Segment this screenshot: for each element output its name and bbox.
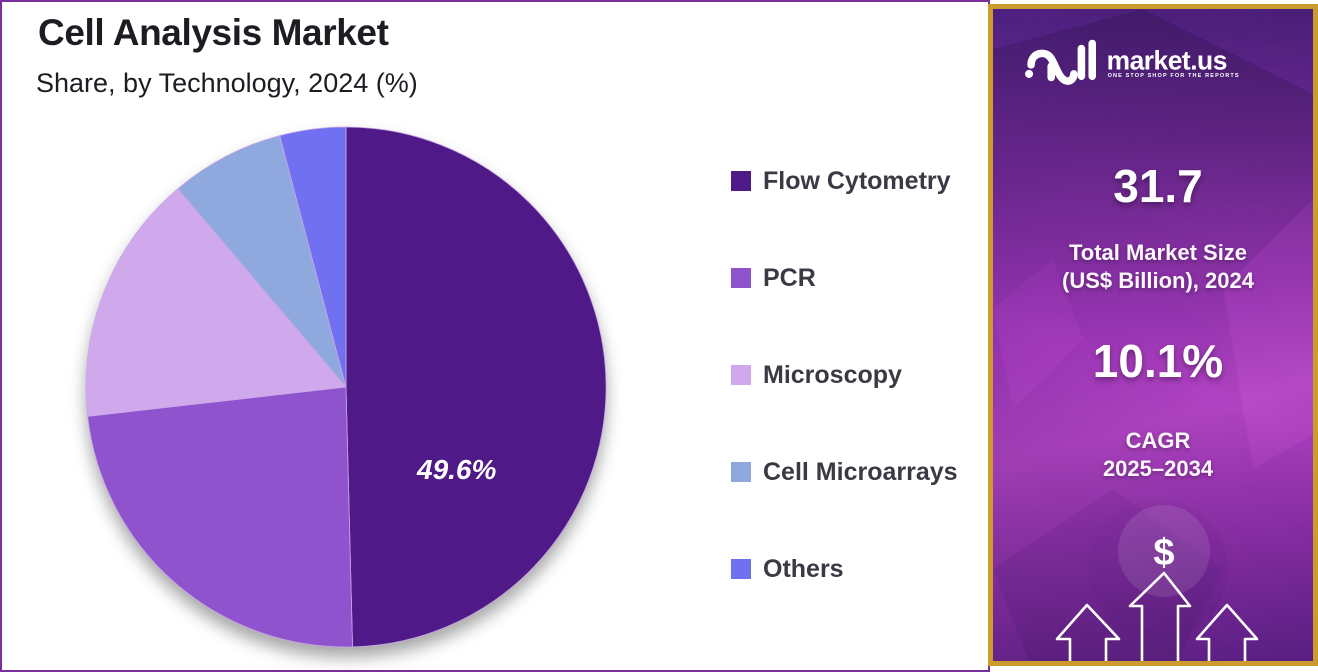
svg-text:market.us: market.us <box>1107 45 1227 75</box>
svg-text:ONE STOP SHOP FOR THE REPORTS: ONE STOP SHOP FOR THE REPORTS <box>1108 73 1240 79</box>
svg-text:$: $ <box>1153 532 1174 574</box>
